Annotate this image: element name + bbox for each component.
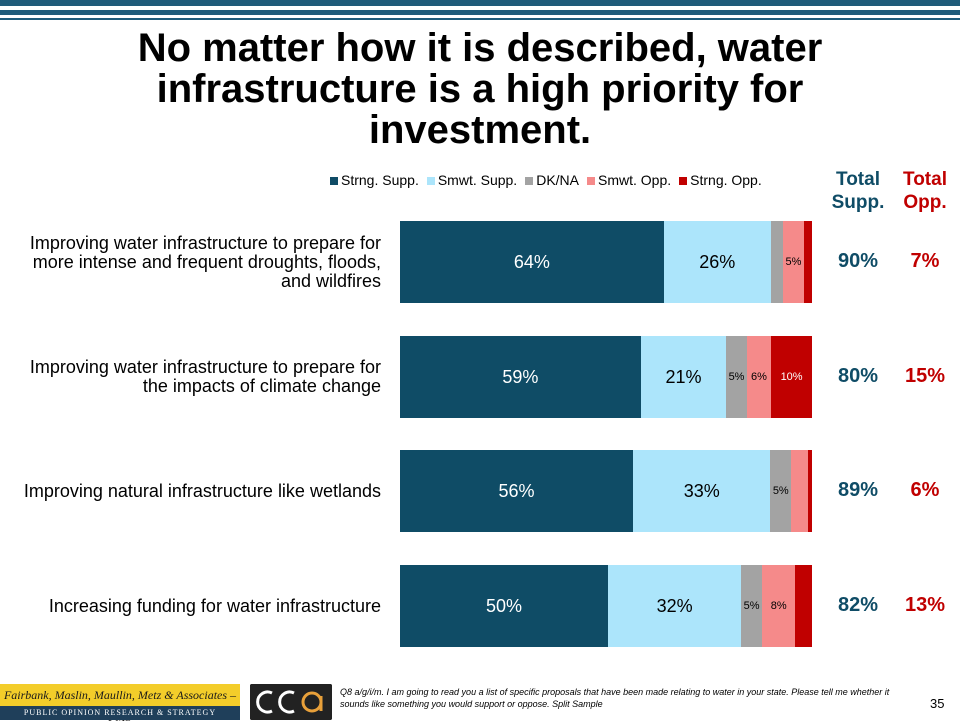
bar-dk-na: 5% bbox=[726, 336, 747, 418]
top-stripe-1 bbox=[0, 0, 960, 6]
total-support-value: 82% bbox=[837, 594, 879, 616]
legend-strong-support: Strng. Supp. bbox=[330, 172, 419, 188]
footer: Fairbank, Maslin, Maullin, Metz & Associ… bbox=[0, 684, 960, 724]
qcq-logo bbox=[250, 684, 332, 720]
legend-label: Smwt. Opp. bbox=[598, 172, 672, 188]
bar-dk-na: 5% bbox=[741, 565, 763, 647]
page-number: 35 bbox=[930, 696, 945, 711]
chart-legend: Strng. Supp. Smwt. Supp. DK/NA Smwt. Opp. St… bbox=[330, 172, 770, 188]
data-label: 5% bbox=[743, 600, 760, 612]
bar-somewhat-oppose: 8% bbox=[762, 565, 796, 647]
total-support-value: 90% bbox=[837, 250, 879, 272]
data-label: 59% bbox=[502, 366, 539, 387]
data-label: 26% bbox=[699, 251, 736, 272]
bar-strong-support: 50% bbox=[400, 565, 609, 647]
stacked-bar: 64% 26% 5% bbox=[400, 221, 812, 303]
bar-somewhat-support: 26% bbox=[663, 221, 771, 303]
legend-label: Strng. Opp. bbox=[690, 172, 762, 188]
data-label: 5% bbox=[772, 485, 789, 497]
legend-somewhat-support: Smwt. Supp. bbox=[426, 172, 518, 188]
question-footnote: Q8 a/g/i/m. I am going to read you a lis… bbox=[340, 687, 890, 709]
bar-strong-oppose bbox=[803, 221, 812, 303]
data-label: 64% bbox=[513, 251, 550, 272]
data-label: 32% bbox=[656, 595, 693, 616]
row-label: Improving water infrastructure to prepar… bbox=[29, 357, 381, 396]
top-stripe-2 bbox=[0, 10, 960, 15]
fm3-logo: Fairbank, Maslin, Maullin, Metz & Associ… bbox=[0, 684, 240, 724]
row-label: Improving water infrastructure to prepar… bbox=[29, 232, 381, 291]
data-label: 5% bbox=[728, 371, 745, 383]
bar-dk-na bbox=[770, 221, 784, 303]
row-label: Increasing funding for water infrastruct… bbox=[48, 595, 381, 616]
stacked-bar: 50% 32% 5% 8% bbox=[400, 565, 812, 647]
bar-strong-oppose bbox=[795, 565, 812, 647]
bar-strong-oppose: 10% bbox=[771, 336, 812, 418]
total-oppose-value: 15% bbox=[904, 365, 946, 387]
top-stripe-3 bbox=[0, 18, 960, 20]
legend-swatch bbox=[330, 177, 338, 185]
bar-somewhat-oppose: 5% bbox=[783, 221, 804, 303]
stacked-bar: 56% 33% 5% bbox=[400, 450, 812, 532]
bar-somewhat-oppose bbox=[791, 450, 808, 532]
row-label: Improving natural infrastructure like we… bbox=[23, 480, 381, 501]
legend-swatch bbox=[679, 177, 688, 185]
data-label: 50% bbox=[486, 595, 523, 616]
bar-strong-support: 59% bbox=[400, 336, 641, 418]
bar-strong-oppose bbox=[807, 450, 812, 532]
total-support-value: 80% bbox=[837, 365, 879, 387]
bar-somewhat-support: 32% bbox=[608, 565, 742, 647]
data-label: 5% bbox=[785, 256, 802, 268]
total-oppose-value: 6% bbox=[910, 479, 940, 501]
stacked-bar: 59% 21% 5% 6% 10% bbox=[400, 336, 812, 418]
data-label: 6% bbox=[751, 371, 767, 383]
total-support-value: 89% bbox=[837, 479, 879, 501]
data-label: 10% bbox=[780, 371, 803, 383]
page-title: No matter how it is described, water inf… bbox=[137, 26, 823, 152]
legend-dk-na: DK/NA bbox=[525, 172, 579, 188]
total-oppose-header: Total Opp. bbox=[903, 169, 947, 213]
legend-label: Strng. Supp. bbox=[341, 172, 419, 188]
data-label: 33% bbox=[683, 480, 720, 501]
data-label: 21% bbox=[665, 366, 702, 387]
legend-label: DK/NA bbox=[536, 172, 579, 188]
legend-strong-oppose: Strng. Opp. bbox=[679, 172, 762, 188]
legend-swatch bbox=[525, 177, 534, 185]
total-oppose-value: 7% bbox=[910, 250, 940, 272]
legend-swatch bbox=[587, 177, 595, 185]
legend-label: Smwt. Supp. bbox=[437, 172, 518, 188]
bar-somewhat-oppose: 6% bbox=[746, 336, 772, 418]
data-label: 56% bbox=[498, 480, 535, 501]
bar-somewhat-support: 21% bbox=[640, 336, 727, 418]
bar-dk-na: 5% bbox=[770, 450, 792, 532]
legend-somewhat-oppose: Smwt. Opp. bbox=[587, 172, 671, 188]
fm3-tagline: PUBLIC OPINION RESEARCH & STRATEGY bbox=[0, 706, 240, 720]
legend-swatch bbox=[426, 177, 435, 185]
bar-strong-support: 64% bbox=[400, 221, 664, 303]
data-label: 8% bbox=[770, 600, 787, 612]
bar-strong-support: 56% bbox=[400, 450, 634, 532]
total-support-header: Total Supp. bbox=[831, 169, 885, 213]
bar-somewhat-support: 33% bbox=[633, 450, 771, 532]
fm3-name: Fairbank, Maslin, Maullin, Metz & Associ… bbox=[0, 684, 240, 724]
total-oppose-value: 13% bbox=[904, 594, 946, 616]
